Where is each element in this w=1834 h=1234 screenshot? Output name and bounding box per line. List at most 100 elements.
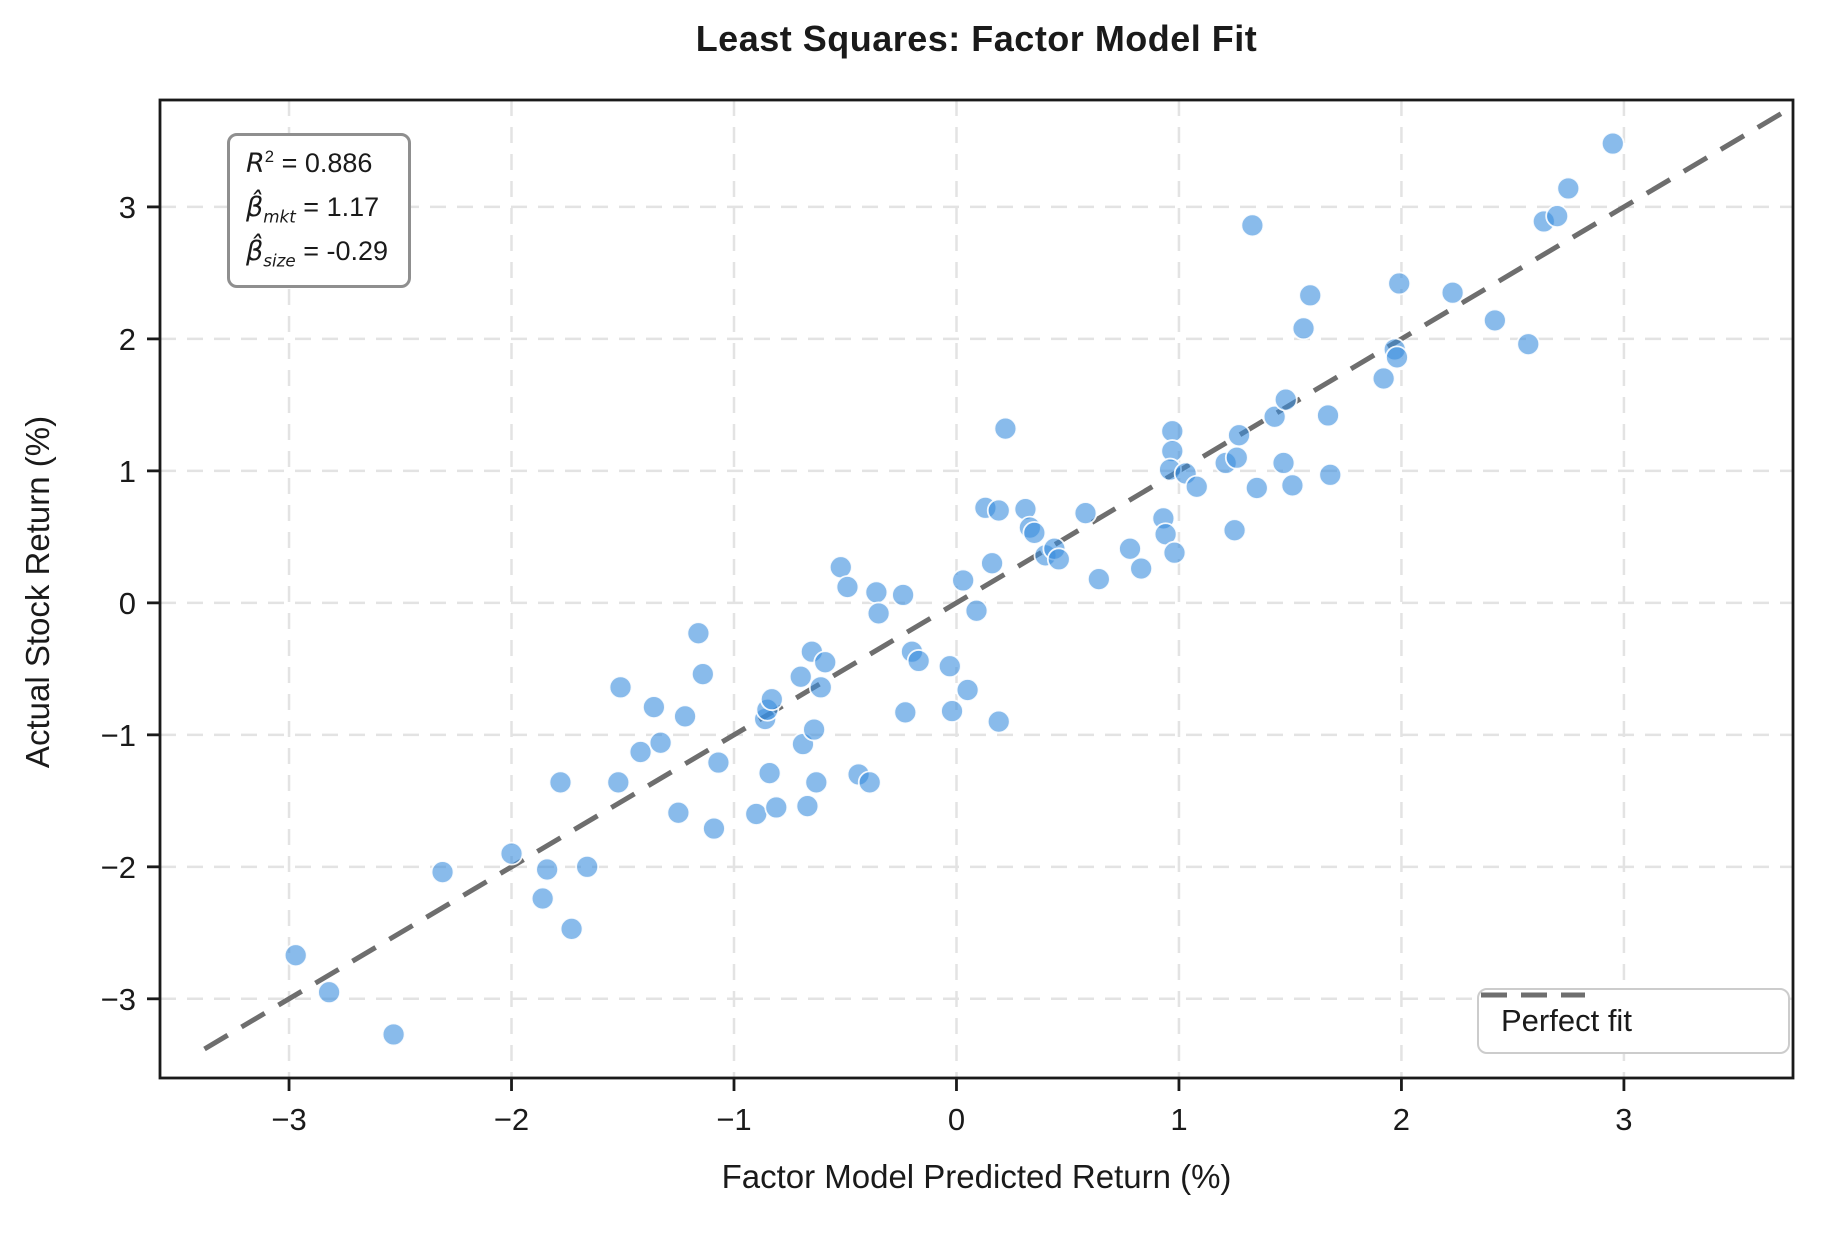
data-point (1556, 176, 1581, 201)
data-point (808, 675, 833, 700)
data-point (964, 598, 989, 623)
y-tick-label: 1 (119, 454, 136, 489)
data-point (940, 699, 964, 723)
data-point (381, 1022, 406, 1047)
data-point (955, 678, 980, 702)
data-point (1600, 131, 1625, 156)
data-point (608, 675, 633, 700)
data-point (1273, 387, 1298, 412)
data-point (864, 580, 889, 605)
y-tick-label: 2 (119, 322, 136, 357)
data-point (690, 662, 715, 687)
data-point (1291, 316, 1316, 341)
data-point (951, 568, 976, 593)
data-point (1184, 474, 1209, 499)
x-tick-label: −2 (494, 1102, 529, 1137)
x-tick-label: −1 (716, 1102, 751, 1137)
chart-title: Least Squares: Factor Model Fit (695, 18, 1258, 59)
data-point (759, 687, 784, 712)
data-point (906, 649, 931, 673)
data-point (980, 551, 1004, 576)
data-point (499, 841, 524, 866)
x-tick-label: 3 (1615, 1102, 1632, 1137)
data-point (1371, 366, 1396, 391)
beta-size-value: β̂size = -0.29 (246, 236, 388, 271)
data-point (642, 695, 666, 720)
data-point (828, 555, 853, 580)
data-point (937, 654, 962, 679)
y-tick-label: 3 (119, 190, 136, 225)
y-tick-label: −3 (101, 982, 136, 1017)
data-point (1118, 536, 1142, 561)
data-point (813, 650, 838, 675)
data-point (1240, 213, 1265, 238)
data-point (706, 750, 731, 775)
data-point (891, 583, 915, 607)
data-point (1022, 521, 1047, 545)
data-point (744, 802, 769, 826)
r-squared-value: R2 = 0.886 (246, 147, 373, 179)
data-point (795, 794, 820, 819)
data-point (1318, 462, 1343, 487)
data-point (802, 717, 826, 742)
data-point (1244, 476, 1269, 500)
data-point (1298, 283, 1323, 308)
data-point (1385, 345, 1409, 370)
perfect-fit-line (203, 109, 1786, 1052)
data-point (893, 700, 918, 725)
data-point (1482, 308, 1507, 333)
data-point (1262, 404, 1287, 429)
data-point (1222, 518, 1247, 543)
data-point (530, 886, 555, 911)
data-point (1227, 423, 1251, 448)
x-tick-label: 1 (1170, 1102, 1187, 1137)
legend-dashed-line-icon (1481, 992, 1585, 998)
data-point (788, 664, 813, 689)
data-point (835, 575, 860, 599)
data-point (1516, 332, 1541, 357)
data-point (986, 498, 1011, 523)
data-point (317, 980, 341, 1005)
data-point (686, 621, 711, 646)
data-point (857, 770, 882, 795)
data-point (648, 730, 673, 755)
x-axis-label: Factor Model Predicted Return (%) (721, 1158, 1232, 1195)
data-point (1162, 540, 1187, 565)
data-point (1046, 547, 1071, 572)
data-point (1280, 473, 1305, 498)
x-tick-label: 0 (948, 1102, 965, 1137)
legend: Perfect fit (1477, 988, 1790, 1054)
data-point (1086, 567, 1111, 592)
y-axis-label: Actual Stock Return (%) (19, 415, 56, 769)
stats-annotation-box: R2 = 0.886 β̂mkt = 1.17 β̂size = -0.29 (227, 133, 411, 288)
data-point (993, 416, 1018, 441)
y-tick-label: −1 (101, 718, 136, 753)
data-point (1387, 271, 1412, 296)
data-point (764, 795, 789, 820)
data-point (430, 860, 455, 885)
beta-mkt-value: β̂mkt = 1.17 (246, 191, 380, 227)
data-point (702, 816, 726, 841)
data-point (559, 916, 584, 941)
data-point (283, 943, 308, 968)
data-point (575, 854, 600, 879)
data-point (548, 770, 573, 795)
axes-frame (158, 98, 1795, 1080)
data-point (535, 857, 560, 882)
data-point (666, 800, 691, 825)
data-point (1545, 204, 1570, 229)
data-point (866, 601, 891, 626)
data-point (757, 761, 782, 786)
data-point (804, 770, 829, 795)
data-point (673, 704, 697, 729)
data-point (1073, 501, 1098, 526)
data-point (628, 740, 653, 764)
y-tick-label: 0 (119, 586, 136, 621)
data-point (1316, 403, 1340, 428)
data-point (1271, 451, 1296, 475)
data-point (1224, 445, 1249, 470)
x-tick-label: −3 (271, 1102, 306, 1137)
legend-label: Perfect fit (1501, 1003, 1632, 1038)
data-point (606, 770, 631, 795)
